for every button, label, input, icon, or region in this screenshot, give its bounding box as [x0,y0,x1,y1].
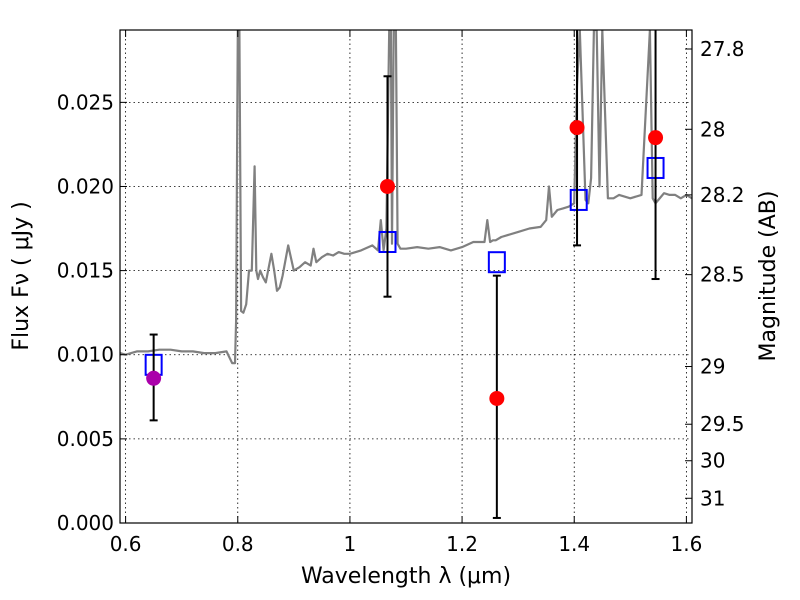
axis-ticks: 0.6 0.8 1 1.2 1.4 1.6 0.000 0.005 0.010 0.015 0.02… [57,30,745,556]
y2-tick-label: 30 [700,449,725,473]
photometry-point [379,178,395,194]
y2-tick-label: 28.5 [700,263,745,287]
x-tick-label: 1.6 [670,532,702,556]
model-flux-square [487,251,506,274]
grid-lines [120,30,692,524]
y2-tick-label: 28.2 [700,183,745,207]
y-axis-label: Flux Fν ( μJy ) [9,201,34,350]
photometry-point [648,130,664,146]
photometry-point [569,120,585,136]
x-tick-label: 0.6 [110,532,142,556]
y-tick-label: 0.005 [57,427,114,451]
y2-tick-label: 31 [700,486,725,510]
y-tick-label: 0.025 [57,90,114,114]
y-tick-label: 0.015 [57,259,114,283]
y2-tick-label: 27.8 [700,37,745,61]
model-flux-square [569,188,588,211]
y2-tick-label: 29.5 [700,412,745,436]
plot-clip-group [120,30,692,365]
plot-frame [119,29,693,524]
spectrum-line [120,30,692,365]
x-axis-label: Wavelength λ (μm) [301,564,511,589]
x-tick-label: 1.4 [558,532,590,556]
plot-area [120,30,692,519]
x-tick-label: 0.8 [222,532,254,556]
y-tick-label: 0.000 [57,511,114,535]
x-tick-label: 1.2 [446,532,478,556]
y-tick-label: 0.020 [57,174,114,198]
y2-tick-label: 28 [700,117,725,141]
photometry-point [489,390,505,406]
photometry-point [146,370,162,386]
x-tick-label: 1 [344,532,357,556]
y2-axis-label: Magnitude (AB) [756,191,781,362]
y2-tick-label: 29 [700,355,725,379]
y-tick-label: 0.010 [57,343,114,367]
